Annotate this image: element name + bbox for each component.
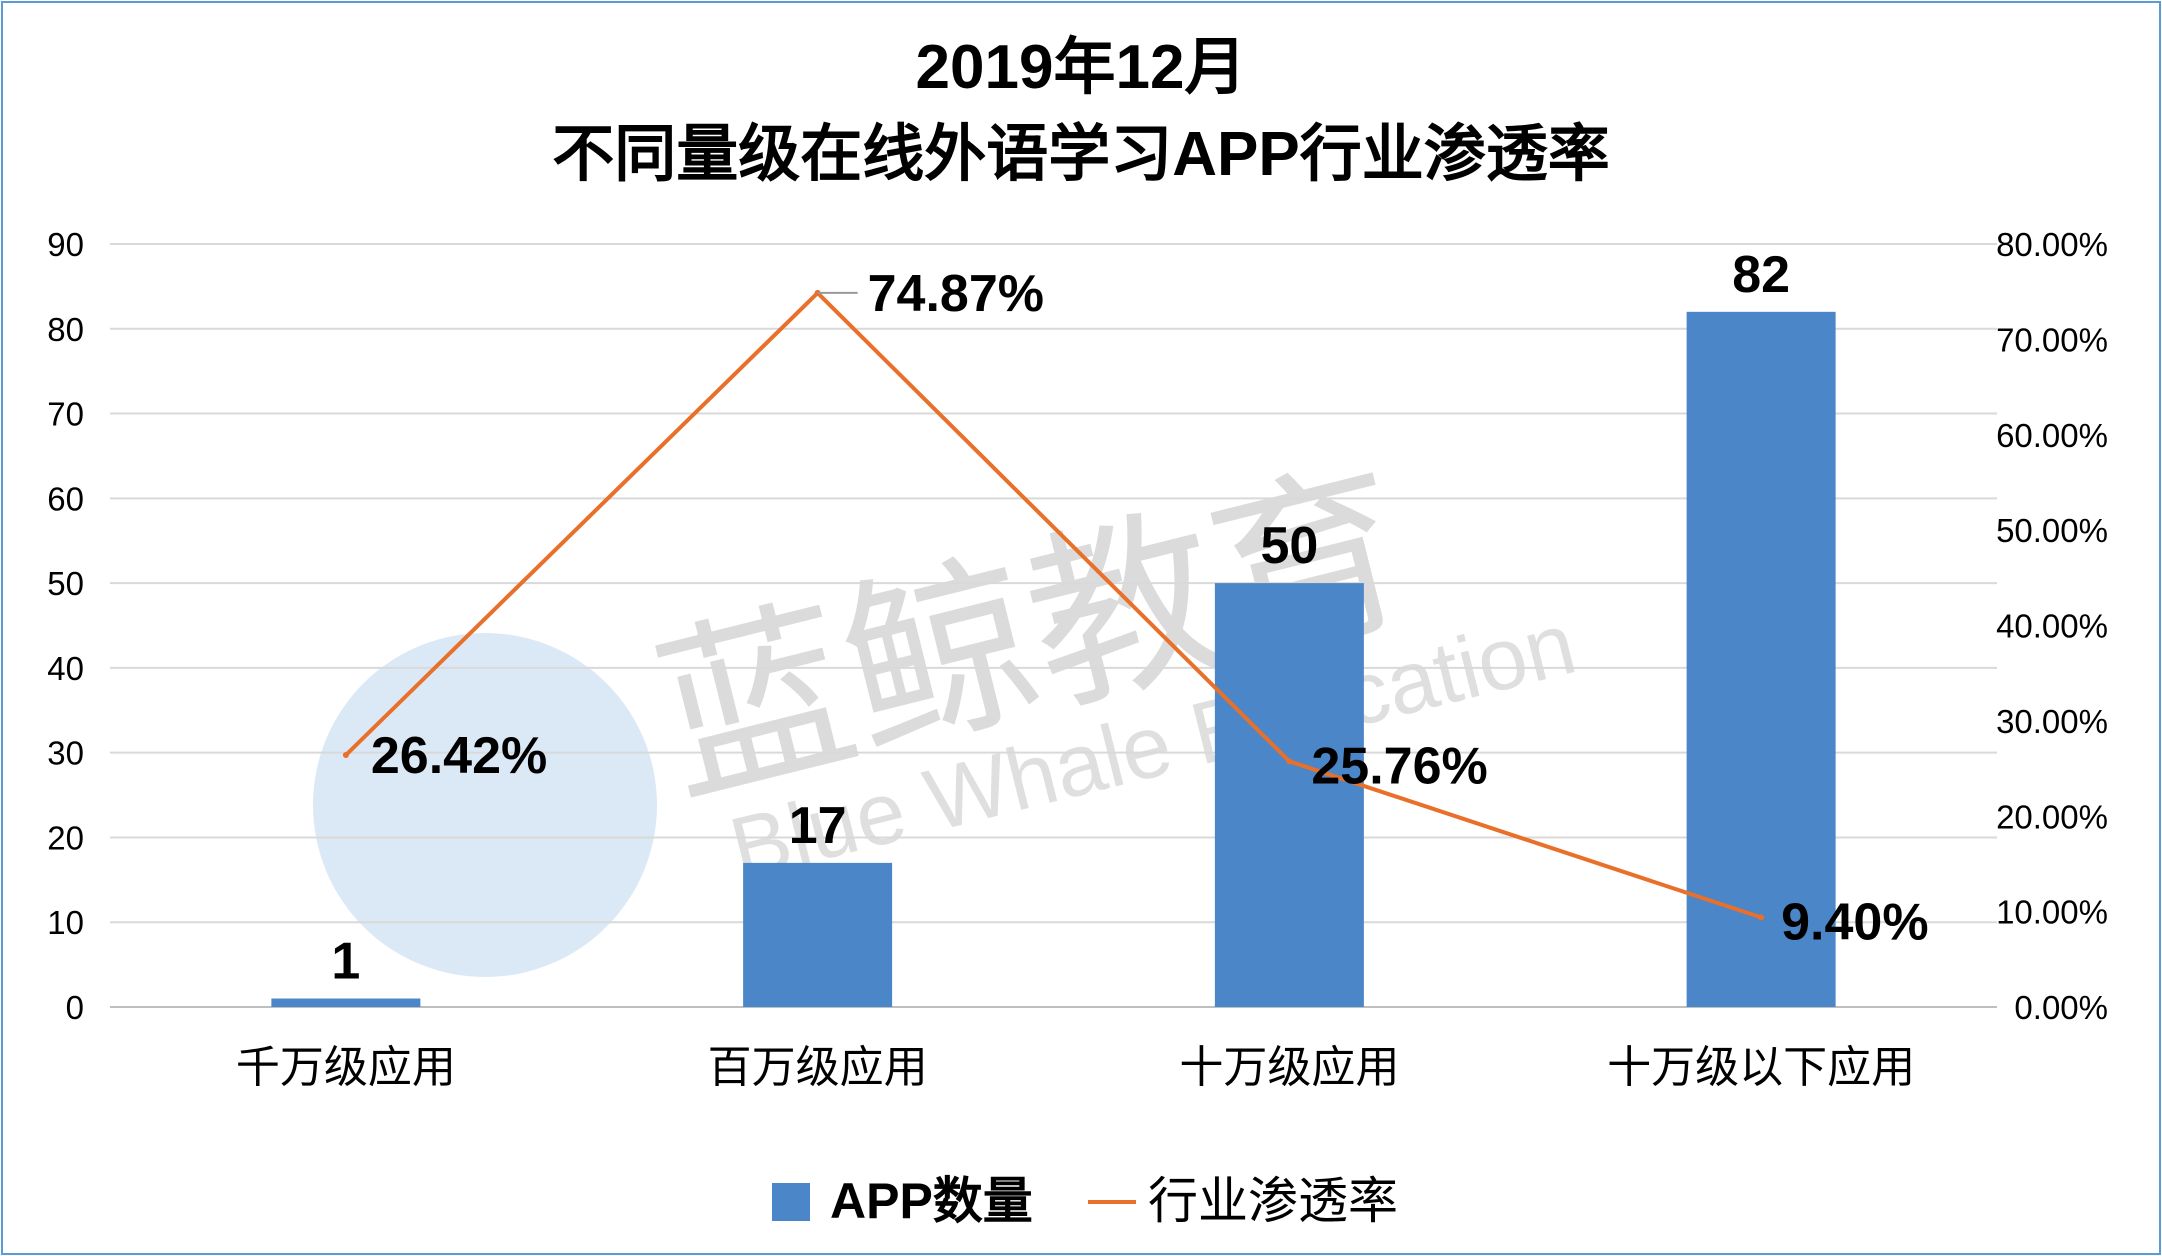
left-axis-tick-label: 10: [47, 904, 84, 941]
legend-bar-label: APP数量: [830, 1173, 1033, 1229]
legend-bar-swatch: [772, 1183, 810, 1221]
left-axis-tick-label: 40: [47, 650, 84, 687]
right-axis-tick-label: 30.00%: [1996, 703, 2108, 740]
chart-title-line1: 2019年12月: [916, 33, 1247, 102]
bar: [743, 862, 893, 1007]
left-axis-tick-label: 30: [47, 735, 84, 772]
right-axis-tick-label: 50.00%: [1996, 512, 2108, 549]
right-axis-tick-label: 0.00%: [2014, 989, 2108, 1026]
legend-line-label: 行业渗透率: [1148, 1173, 1398, 1229]
line-point: [1758, 914, 1765, 921]
left-axis-tick-label: 0: [66, 989, 84, 1026]
line-data-label: 74.87%: [868, 265, 1044, 323]
left-axis-tick-label: 20: [47, 819, 84, 856]
line-data-label: 26.42%: [371, 727, 547, 785]
line-data-label: 9.40%: [1781, 893, 1928, 951]
left-axis-tick-label: 70: [47, 396, 84, 433]
category-label: 千万级应用: [236, 1043, 456, 1092]
category-label: 十万级以下应用: [1607, 1043, 1915, 1092]
right-axis-tick-label: 20.00%: [1996, 798, 2108, 835]
bar-data-label: 1: [331, 933, 360, 991]
line-series: [344, 290, 1762, 920]
right-axis-tick-label: 80.00%: [1996, 226, 2108, 263]
bar-data-label: 50: [1260, 517, 1318, 575]
bar-data-label: 82: [1732, 246, 1790, 304]
right-axis-tick-label: 70.00%: [1996, 321, 2108, 358]
left-axis-tick-label: 50: [47, 565, 84, 602]
left-axis-tick-label: 80: [47, 311, 84, 348]
line-point: [342, 752, 349, 759]
category-label: 十万级应用: [1179, 1043, 1399, 1092]
line-data-label: 25.76%: [1311, 737, 1487, 795]
right-axis-tick-label: 10.00%: [1996, 894, 2108, 931]
bar-data-label: 17: [789, 797, 847, 855]
right-axis-tick-label: 60.00%: [1996, 417, 2108, 454]
left-axis-tick-label: 90: [47, 226, 84, 263]
category-label: 百万级应用: [708, 1043, 928, 1092]
watermark-whale-icon: [313, 633, 657, 977]
right-axis-tick-label: 40.00%: [1996, 608, 2108, 645]
chart-title-line2: 不同量级在线外语学习APP行业渗透率: [552, 120, 1609, 189]
bar: [1214, 583, 1364, 1007]
bar: [1686, 311, 1836, 1007]
bar: [271, 998, 421, 1007]
left-axis-tick-label: 60: [47, 480, 84, 517]
line-point: [1286, 758, 1293, 765]
